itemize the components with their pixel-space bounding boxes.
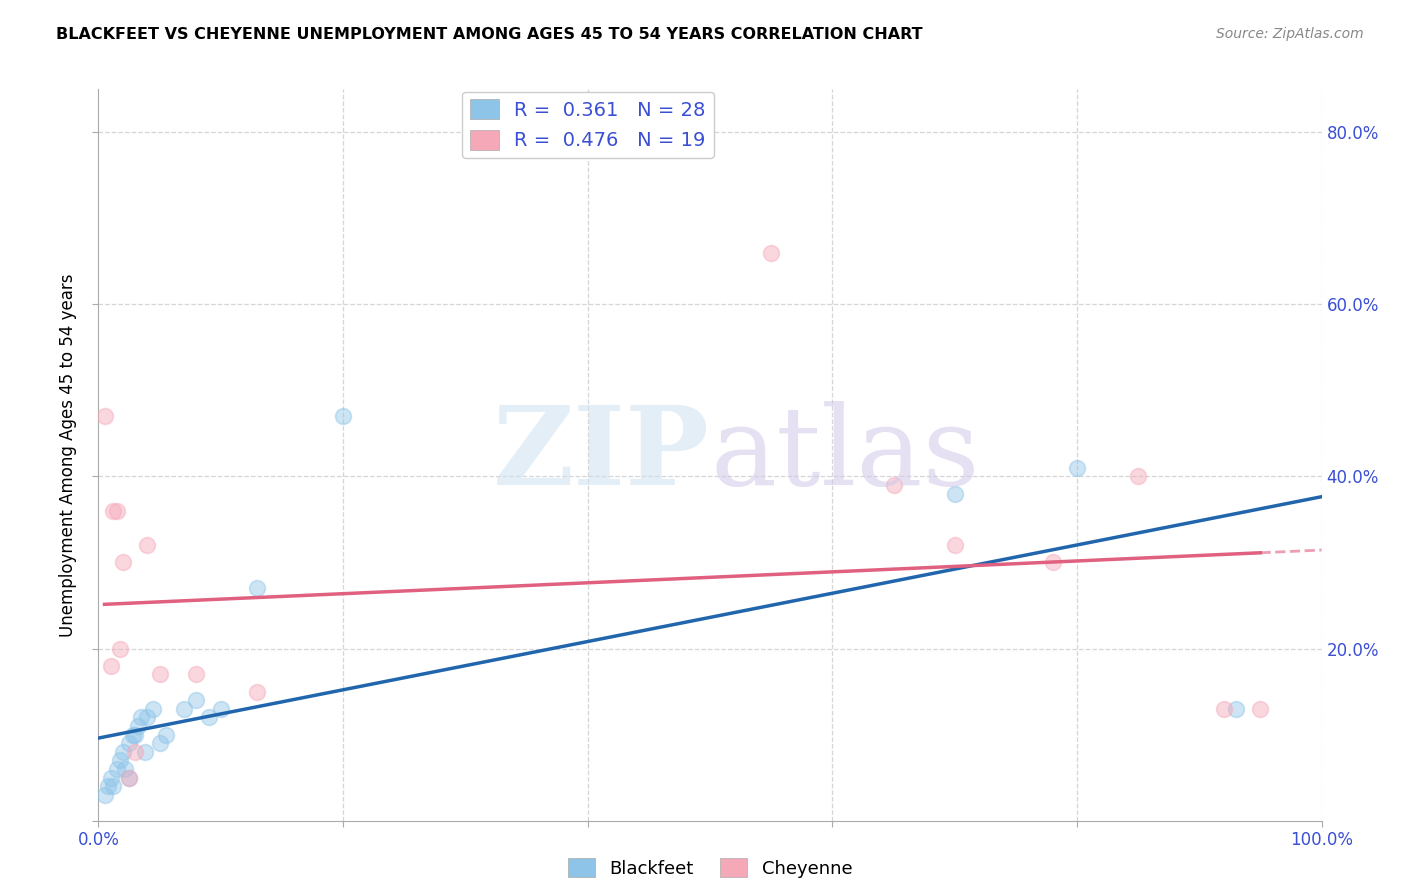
Point (118, 771, 141, 785)
Point (1042, 556, 1064, 570)
Legend: Blackfeet, Cheyenne: Blackfeet, Cheyenne (561, 851, 859, 885)
Point (332, 409, 354, 424)
Point (136, 538, 159, 552)
Point (186, 693, 208, 707)
Point (155, 728, 177, 742)
Point (121, 728, 143, 742)
Point (100, 658, 122, 673)
Point (142, 702, 165, 716)
Point (124, 745, 146, 759)
Point (149, 667, 172, 681)
Point (136, 710, 159, 724)
Point (110, 753, 132, 767)
Point (93, 409, 115, 424)
Point (173, 702, 195, 716)
Point (943, 538, 966, 552)
Point (101, 504, 124, 518)
Text: Source: ZipAtlas.com: Source: ZipAtlas.com (1216, 27, 1364, 41)
Point (111, 556, 134, 570)
Point (246, 684, 269, 698)
Point (97, 779, 120, 793)
Point (118, 736, 141, 750)
Point (943, 486, 966, 500)
Text: BLACKFEET VS CHEYENNE UNEMPLOYMENT AMONG AGES 45 TO 54 YEARS CORRELATION CHART: BLACKFEET VS CHEYENNE UNEMPLOYMENT AMONG… (56, 27, 922, 42)
Point (186, 667, 208, 681)
Point (246, 582, 269, 596)
Point (1066, 460, 1088, 475)
Point (1128, 469, 1150, 483)
Point (209, 702, 232, 716)
Point (1249, 702, 1271, 716)
Point (134, 745, 156, 759)
Point (197, 710, 219, 724)
Point (118, 771, 141, 785)
Point (105, 762, 128, 776)
Point (110, 641, 132, 656)
Text: atlas: atlas (710, 401, 980, 508)
Point (1225, 702, 1247, 716)
Point (114, 762, 136, 776)
Point (761, 245, 783, 260)
Point (149, 736, 172, 750)
Point (101, 779, 124, 793)
Point (111, 745, 134, 759)
Point (129, 710, 152, 724)
Point (124, 728, 146, 742)
Point (127, 719, 149, 733)
Point (100, 771, 122, 785)
Text: ZIP: ZIP (494, 401, 710, 508)
Y-axis label: Unemployment Among Ages 45 to 54 years: Unemployment Among Ages 45 to 54 years (59, 273, 77, 637)
Point (1212, 702, 1234, 716)
Point (105, 504, 128, 518)
Point (883, 478, 905, 492)
Point (93, 788, 115, 802)
